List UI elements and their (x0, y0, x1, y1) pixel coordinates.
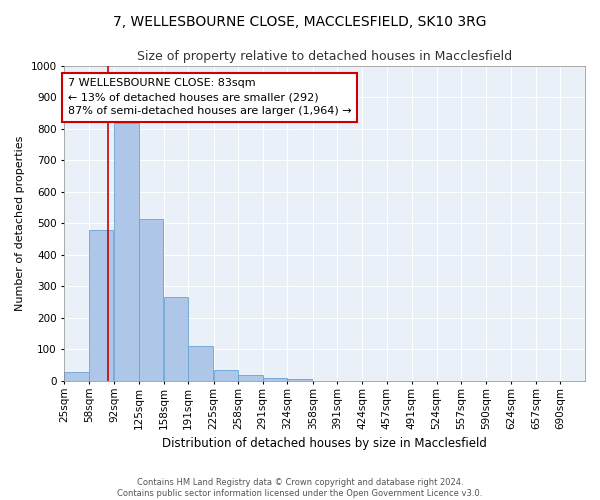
Bar (139, 218, 163, 381)
Bar (287, 380, 312, 381)
Bar (263, 378, 287, 381)
Bar (164, 298, 188, 381)
Text: Contains HM Land Registry data © Crown copyright and database right 2024.
Contai: Contains HM Land Registry data © Crown c… (118, 478, 482, 498)
Bar (115, 123, 139, 381)
Bar (89, 230, 113, 381)
Text: 7, WELLESBOURNE CLOSE, MACCLESFIELD, SK10 3RG: 7, WELLESBOURNE CLOSE, MACCLESFIELD, SK1… (113, 15, 487, 29)
X-axis label: Distribution of detached houses by size in Macclesfield: Distribution of detached houses by size … (162, 437, 487, 450)
Y-axis label: Number of detached properties: Number of detached properties (15, 136, 25, 311)
Text: 7 WELLESBOURNE CLOSE: 83sqm
← 13% of detached houses are smaller (292)
87% of se: 7 WELLESBOURNE CLOSE: 83sqm ← 13% of det… (68, 78, 352, 116)
Title: Size of property relative to detached houses in Macclesfield: Size of property relative to detached ho… (137, 50, 512, 63)
Bar (64, 372, 89, 381)
Bar (214, 370, 238, 381)
Bar (238, 376, 263, 381)
Bar (188, 346, 212, 381)
